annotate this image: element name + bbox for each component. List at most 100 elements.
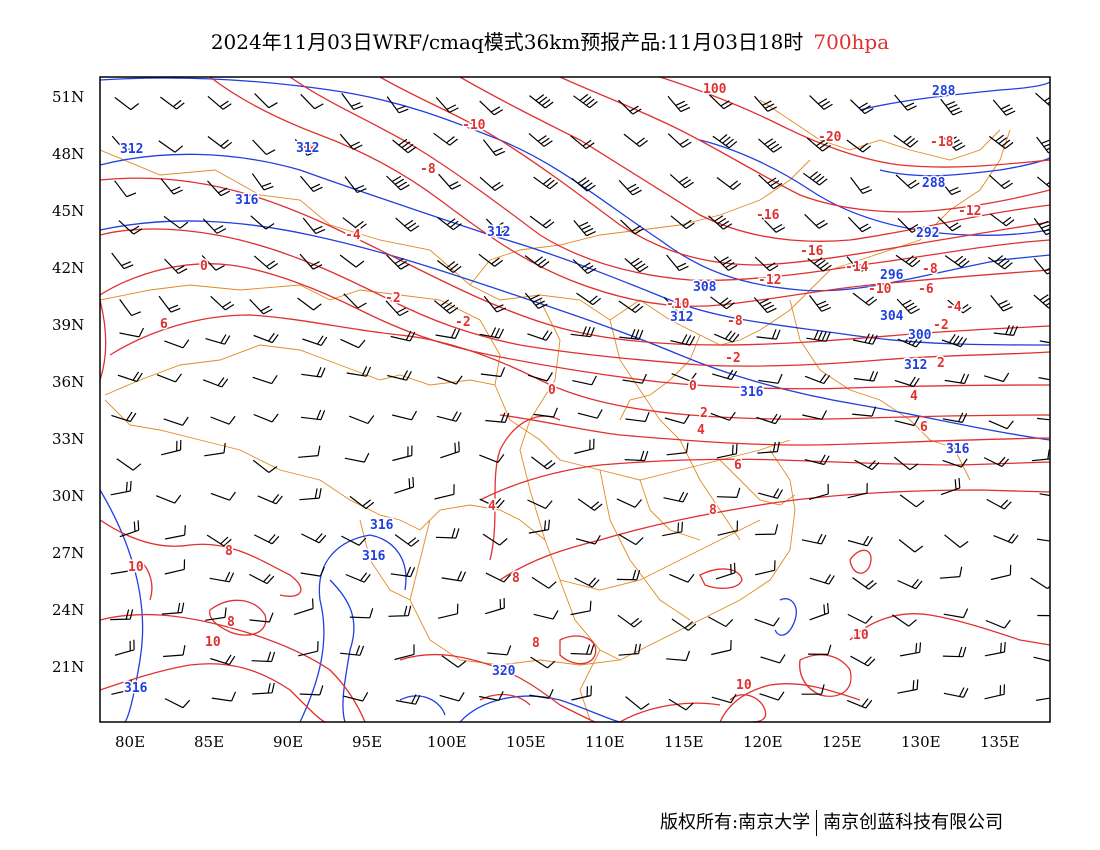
- wind-barb: [570, 135, 595, 150]
- copyright-owner: 版权所有:南京大学: [660, 812, 811, 833]
- wind-barb: [395, 217, 420, 232]
- wind-barb: [850, 655, 876, 667]
- wind-barb: [668, 698, 694, 711]
- wind-barb: [210, 491, 236, 501]
- wind-barb: [943, 687, 969, 698]
- wind-barb: [944, 534, 969, 548]
- temperature-contour-label: 8: [709, 503, 717, 518]
- wind-barb: [343, 692, 369, 702]
- wind-barb: [479, 691, 504, 701]
- wind-barb: [754, 560, 776, 576]
- wind-barb: [158, 140, 184, 153]
- wind-barb: [623, 133, 648, 147]
- y-tick-label: 45N: [52, 202, 84, 220]
- wind-barb: [1038, 377, 1050, 381]
- wind-barb: [111, 411, 137, 423]
- x-tick-label: 105E: [506, 733, 546, 751]
- wind-barb: [385, 300, 409, 317]
- wind-barb: [755, 524, 779, 536]
- wind-barb: [533, 176, 558, 190]
- wind-barb: [571, 177, 596, 192]
- wind-barb: [983, 456, 1010, 468]
- height-contour-label: 316: [946, 442, 970, 457]
- wind-barb: [346, 366, 372, 377]
- wind-barb: [846, 256, 870, 273]
- wind-barb: [435, 97, 459, 113]
- wind-barb: [943, 608, 969, 619]
- temperature-contour-label: 0: [200, 259, 208, 274]
- wind-barb: [850, 177, 873, 194]
- wind-barb: [529, 215, 555, 229]
- separator: [816, 810, 818, 836]
- wind-barb: [531, 576, 557, 589]
- y-tick-label: 27N: [52, 544, 84, 562]
- wind-barb: [252, 682, 275, 695]
- temperature-contour-label: 10: [736, 678, 752, 693]
- wind-barb: [852, 292, 878, 306]
- wind-barb: [1035, 92, 1050, 107]
- wind-barb: [253, 413, 279, 423]
- wind-barb: [114, 97, 140, 111]
- wind-barb: [435, 328, 461, 339]
- wind-barb: [479, 100, 504, 116]
- wind-barb: [392, 445, 413, 462]
- wind-barb: [895, 254, 921, 268]
- wind-barb: [570, 644, 595, 655]
- wind-barb: [209, 571, 235, 583]
- wind-barb: [577, 498, 603, 511]
- temperature-contour-label: 10: [128, 560, 144, 575]
- wind-barb: [530, 656, 556, 669]
- height-contour-label: 312: [670, 310, 693, 325]
- temperature-contour-label: -4: [946, 300, 962, 315]
- wind-barb: [937, 216, 962, 232]
- wind-barb: [662, 521, 683, 537]
- wind-barb: [622, 373, 647, 384]
- wind-barb: [161, 602, 185, 615]
- wind-barb: [1037, 417, 1050, 421]
- wind-barb: [802, 410, 828, 420]
- temperature-contour-label: 6: [160, 317, 168, 332]
- x-tick-label: 90E: [273, 733, 303, 751]
- wind-barb: [984, 372, 1010, 383]
- wind-barb: [205, 334, 231, 345]
- temperature-contour-label: 8: [512, 571, 520, 586]
- wind-barb: [299, 488, 322, 501]
- wind-barb: [754, 95, 777, 112]
- temperature-contour-label: 2: [937, 356, 945, 371]
- wind-barb: [846, 698, 873, 709]
- height-contour-label: 288: [932, 84, 956, 99]
- wind-barb: [988, 134, 1014, 149]
- wind-barb: [618, 179, 642, 196]
- wind-barb: [524, 255, 550, 269]
- temperature-contour-label: -2: [725, 351, 741, 366]
- wind-barb: [759, 691, 785, 701]
- wind-barb: [988, 255, 1013, 270]
- wind-barb: [712, 369, 738, 381]
- wind-barb: [160, 96, 185, 110]
- wind-barb: [164, 525, 186, 540]
- wind-barb: [758, 373, 783, 384]
- wind-barb: [572, 375, 597, 386]
- wind-barb: [854, 459, 880, 471]
- temperature-contour-label: 6: [920, 420, 928, 435]
- wind-barb: [161, 439, 182, 456]
- wind-barb: [163, 645, 186, 658]
- wind-barb: [708, 616, 734, 628]
- height-contour-label: 316: [235, 193, 259, 208]
- temperature-contour-label: -10: [462, 118, 486, 133]
- temperature-contour-label: -10: [868, 282, 892, 297]
- wind-barb: [715, 562, 736, 580]
- wind-barb: [1033, 294, 1050, 309]
- wind-barb: [437, 375, 463, 385]
- wind-barb: [852, 333, 878, 345]
- wind-barb: [573, 93, 598, 109]
- wind-barb: [1036, 538, 1050, 542]
- temperature-contour-label: -2: [455, 315, 471, 330]
- wind-barb: [847, 613, 873, 624]
- wind-barb: [207, 95, 232, 110]
- wind-barb: [202, 218, 227, 234]
- wind-barb: [437, 217, 462, 231]
- temperature-contour-label: 8: [227, 615, 235, 630]
- wind-barb: [479, 498, 505, 509]
- y-tick-label: 36N: [52, 373, 84, 391]
